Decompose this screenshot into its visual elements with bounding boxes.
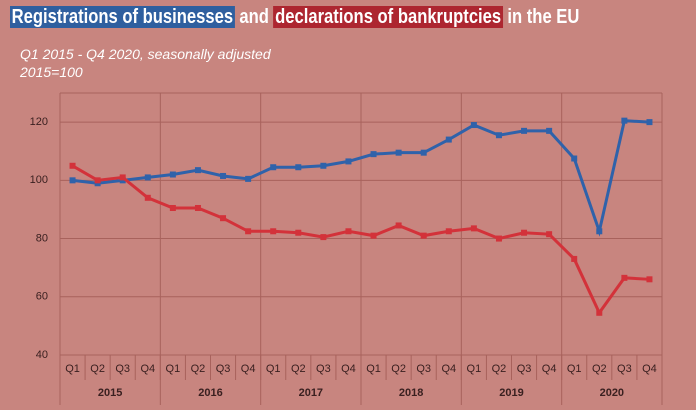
marker	[245, 175, 252, 182]
marker	[445, 228, 452, 235]
marker	[395, 149, 402, 156]
year-label: 2019	[499, 387, 523, 399]
marker	[495, 132, 502, 139]
marker	[245, 228, 252, 235]
note: 2015=100	[20, 64, 83, 80]
marker	[646, 276, 653, 283]
x-tick-label: Q3	[617, 363, 632, 375]
x-tick-label: Q1	[366, 363, 381, 375]
x-tick-label: Q2	[492, 363, 507, 375]
x-tick-label: Q2	[90, 363, 105, 375]
marker	[270, 228, 277, 235]
marker	[546, 127, 553, 134]
x-tick-label: Q3	[115, 363, 130, 375]
year-label: 2020	[600, 387, 624, 399]
marker	[470, 122, 477, 129]
marker	[220, 172, 227, 179]
marker	[521, 229, 528, 236]
year-label: 2017	[299, 387, 323, 399]
x-tick-label: Q3	[316, 363, 331, 375]
x-tick-label: Q1	[266, 363, 281, 375]
marker	[370, 232, 377, 239]
marker	[571, 255, 578, 262]
marker	[571, 155, 578, 162]
chart-title: Registrations of businesses and declarat…	[10, 6, 579, 29]
marker	[119, 174, 126, 181]
subtitle: Q1 2015 - Q4 2020, seasonally adjusted	[20, 46, 271, 62]
x-tick-label: Q2	[191, 363, 206, 375]
marker	[69, 177, 76, 184]
marker	[445, 136, 452, 143]
x-tick-label: Q2	[592, 363, 607, 375]
marker	[220, 215, 227, 222]
x-tick-label: Q2	[291, 363, 306, 375]
title-part: Registrations of businesses	[10, 6, 235, 28]
x-tick-label: Q1	[567, 363, 582, 375]
title-part: and	[239, 6, 269, 28]
marker	[144, 194, 151, 201]
x-tick-label: Q4	[542, 363, 557, 375]
x-tick-label: Q4	[341, 363, 356, 375]
marker	[295, 164, 302, 171]
y-tick-label: 40	[36, 349, 48, 361]
marker	[345, 228, 352, 235]
x-tick-label: Q3	[416, 363, 431, 375]
marker	[320, 234, 327, 241]
marker	[546, 231, 553, 238]
x-tick-label: Q1	[65, 363, 80, 375]
marker	[420, 232, 427, 239]
x-tick-label: Q3	[517, 363, 532, 375]
title-part: in the EU	[507, 6, 580, 28]
marker	[596, 228, 603, 235]
marker	[596, 309, 603, 316]
x-tick-label: Q1	[467, 363, 482, 375]
marker	[94, 177, 101, 184]
x-tick-label: Q4	[140, 363, 155, 375]
marker	[495, 235, 502, 242]
marker	[194, 204, 201, 211]
x-tick-label: Q3	[216, 363, 231, 375]
y-tick-label: 120	[30, 116, 48, 128]
marker	[370, 151, 377, 158]
marker	[169, 171, 176, 178]
y-tick-label: 100	[30, 174, 48, 186]
marker	[395, 222, 402, 229]
year-label: 2018	[399, 387, 423, 399]
y-tick-label: 60	[36, 291, 48, 303]
title-part: declarations of bankruptcies	[273, 6, 503, 28]
x-tick-label: Q4	[642, 363, 657, 375]
marker	[345, 158, 352, 165]
marker	[521, 127, 528, 134]
marker	[169, 204, 176, 211]
y-tick-label: 80	[36, 232, 48, 244]
x-tick-label: Q1	[166, 363, 181, 375]
marker	[69, 162, 76, 169]
marker	[621, 117, 628, 124]
x-tick-label: Q4	[441, 363, 456, 375]
marker	[646, 119, 653, 126]
marker	[621, 274, 628, 281]
year-label: 2016	[198, 387, 222, 399]
x-tick-label: Q4	[241, 363, 256, 375]
marker	[144, 174, 151, 181]
marker	[420, 149, 427, 156]
marker	[295, 229, 302, 236]
year-label: 2015	[98, 387, 122, 399]
series-line	[71, 164, 650, 316]
series-line	[72, 119, 650, 237]
x-tick-label: Q2	[391, 363, 406, 375]
marker	[470, 225, 477, 232]
marker	[194, 167, 201, 174]
marker	[270, 164, 277, 171]
marker	[320, 162, 327, 169]
